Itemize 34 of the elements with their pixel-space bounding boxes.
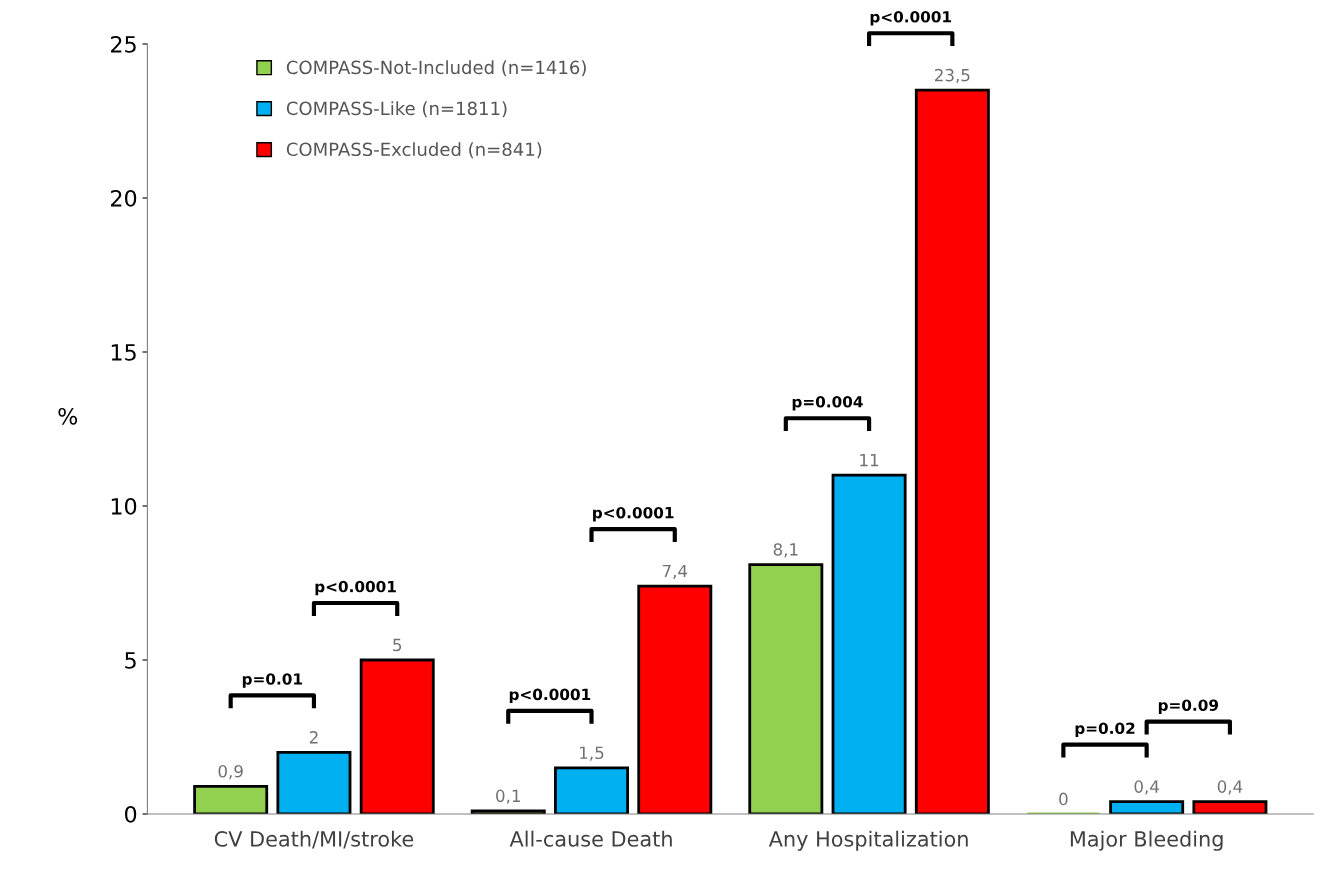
annotation: p=0.09 [1158, 699, 1219, 714]
data-label: 23,5 [935, 68, 970, 84]
data-label: 0,9 [218, 764, 243, 780]
data-label: 0,1 [496, 789, 520, 804]
annotation: p<0.0001 [315, 580, 396, 596]
y-tick-label: 15 [111, 344, 136, 361]
data-label: 11 [860, 454, 879, 467]
legend-label: COMPASS-Not-Included (n=1416) [286, 60, 586, 77]
x-tick-label: Major Bleeding [1070, 830, 1223, 851]
annotation: p=0.02 [1075, 722, 1135, 737]
data-label: 0,4 [1134, 780, 1159, 795]
x-tick-label: CV Death/MI/stroke [214, 830, 414, 849]
data-label: 1,5 [580, 746, 604, 761]
y-tick-label: 10 [111, 497, 137, 515]
y-tick-label: 0 [125, 805, 137, 823]
data-label: 0 [1059, 792, 1068, 806]
annotation: p=0.01 [242, 673, 302, 688]
y-axis-title: % [58, 407, 78, 425]
y-tick-label: 5 [125, 652, 136, 669]
data-label: 7,4 [662, 564, 688, 579]
legend-label: COMPASS-Like (n=1811) [286, 101, 507, 118]
annotation: p=0.004 [792, 396, 863, 411]
y-tick-label: 25 [111, 35, 136, 53]
legend-label: COMPASS-Excluded (n=841) [286, 142, 542, 159]
y-tick-label: 20 [111, 189, 137, 207]
annotation: p<0.0001 [593, 506, 674, 522]
x-tick-label: Any Hospitalization [768, 830, 968, 851]
data-label: 5 [393, 638, 402, 652]
annotation: p<0.0001 [509, 688, 591, 704]
data-label: 0,4 [1217, 780, 1243, 795]
data-label: 2 [309, 731, 318, 744]
data-label: 8,1 [773, 543, 798, 558]
x-tick-label: All-cause Death [509, 830, 672, 847]
text: p<0.0001 [870, 11, 952, 26]
